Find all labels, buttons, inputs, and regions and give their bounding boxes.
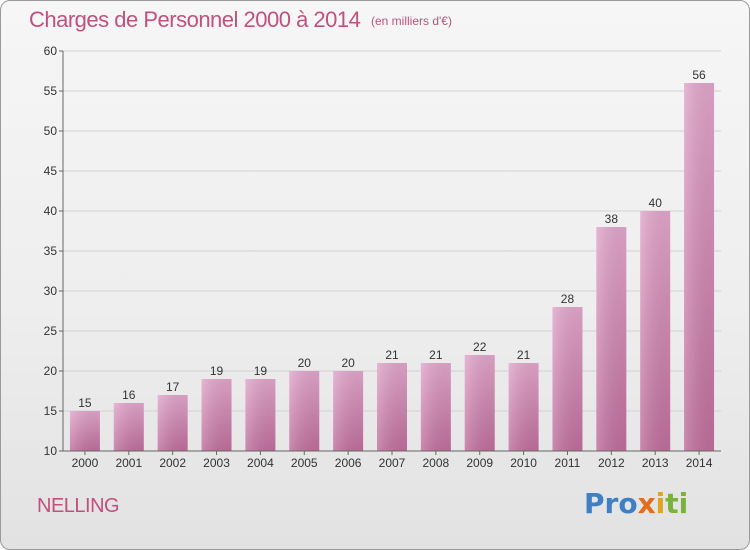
bar-shade	[508, 363, 539, 451]
bar-shade	[684, 83, 715, 451]
data-label: 21	[429, 348, 443, 362]
bar-shade	[289, 371, 320, 451]
y-tick-label: 20	[44, 364, 58, 378]
x-tick-label: 2001	[115, 456, 142, 470]
y-tick-label: 55	[44, 84, 58, 98]
data-label: 21	[517, 348, 531, 362]
x-tick-label: 2002	[159, 456, 186, 470]
y-tick-label: 10	[44, 444, 58, 458]
data-label: 19	[254, 364, 268, 378]
data-label: 38	[605, 212, 619, 226]
x-tick-label: 2006	[335, 456, 362, 470]
proxiti-logo[interactable]: Proxiti	[584, 487, 688, 520]
x-tick-label: 2005	[291, 456, 318, 470]
x-tick-label: 2008	[423, 456, 450, 470]
bar-shade	[333, 371, 364, 451]
y-tick-labels: 10 15 20 25 30 35 40 45 50 55 60	[44, 44, 58, 458]
x-tick-label: 2000	[72, 456, 99, 470]
bar-shade	[464, 355, 495, 451]
x-tick-label: 2012	[598, 456, 625, 470]
data-label: 21	[385, 348, 399, 362]
data-label: 20	[298, 356, 312, 370]
bar-shade	[552, 307, 583, 451]
data-label: 56	[692, 68, 706, 82]
commune-name: NELLING	[37, 495, 120, 517]
bar-shade	[157, 395, 188, 451]
bar-shade	[69, 411, 100, 451]
x-tick-label: 2009	[466, 456, 493, 470]
data-label: 20	[341, 356, 355, 370]
logo-part-1: Pro	[584, 487, 638, 520]
chart-unit: (en milliers d'€)	[371, 14, 452, 28]
data-label: 40	[649, 196, 663, 210]
y-tick-label: 45	[44, 164, 58, 178]
y-tick-label: 60	[44, 44, 58, 58]
axes	[62, 51, 721, 455]
x-tick-label: 2011	[555, 456, 581, 470]
bar-shade	[596, 227, 627, 451]
x-tick-label: 2013	[642, 456, 669, 470]
logo-part-2: x	[637, 487, 656, 520]
data-label: 22	[473, 340, 487, 354]
data-label: 28	[561, 292, 575, 306]
y-tick-label: 50	[44, 124, 58, 138]
data-label: 15	[78, 396, 92, 410]
data-labels: 15 16 17 19 19 20 20 21 21 22 21 28 38 40 56	[78, 68, 706, 410]
bar-shade	[245, 379, 276, 451]
x-tick-label: 2014	[686, 456, 713, 470]
x-tick-labels: 2000 2001 2002 2003 2004 2005 2006 2007 2008 2009…	[72, 456, 713, 470]
y-tick-label: 40	[44, 204, 58, 218]
y-tick-label: 25	[44, 324, 58, 338]
bar-shade	[201, 379, 232, 451]
logo-part-4: ti	[665, 487, 689, 520]
data-label: 17	[166, 380, 180, 394]
y-tick-label: 30	[44, 284, 58, 298]
data-label: 16	[122, 388, 136, 402]
bars	[69, 83, 715, 451]
bar-shade	[640, 211, 671, 451]
bar-shade	[377, 363, 407, 451]
x-tick-label: 2010	[510, 456, 537, 470]
bar-shade	[420, 363, 451, 451]
data-label: 19	[210, 364, 224, 378]
x-tick-label: 2003	[203, 456, 230, 470]
x-tick-label: 2004	[247, 456, 274, 470]
y-tick-label: 15	[44, 404, 58, 418]
logo-part-3: i	[655, 487, 666, 520]
bar-shade	[113, 403, 144, 451]
y-tick-label: 35	[44, 244, 58, 258]
chart-title: Charges de Personnel 2000 à 2014	[29, 7, 361, 32]
x-tick-label: 2007	[379, 456, 406, 470]
